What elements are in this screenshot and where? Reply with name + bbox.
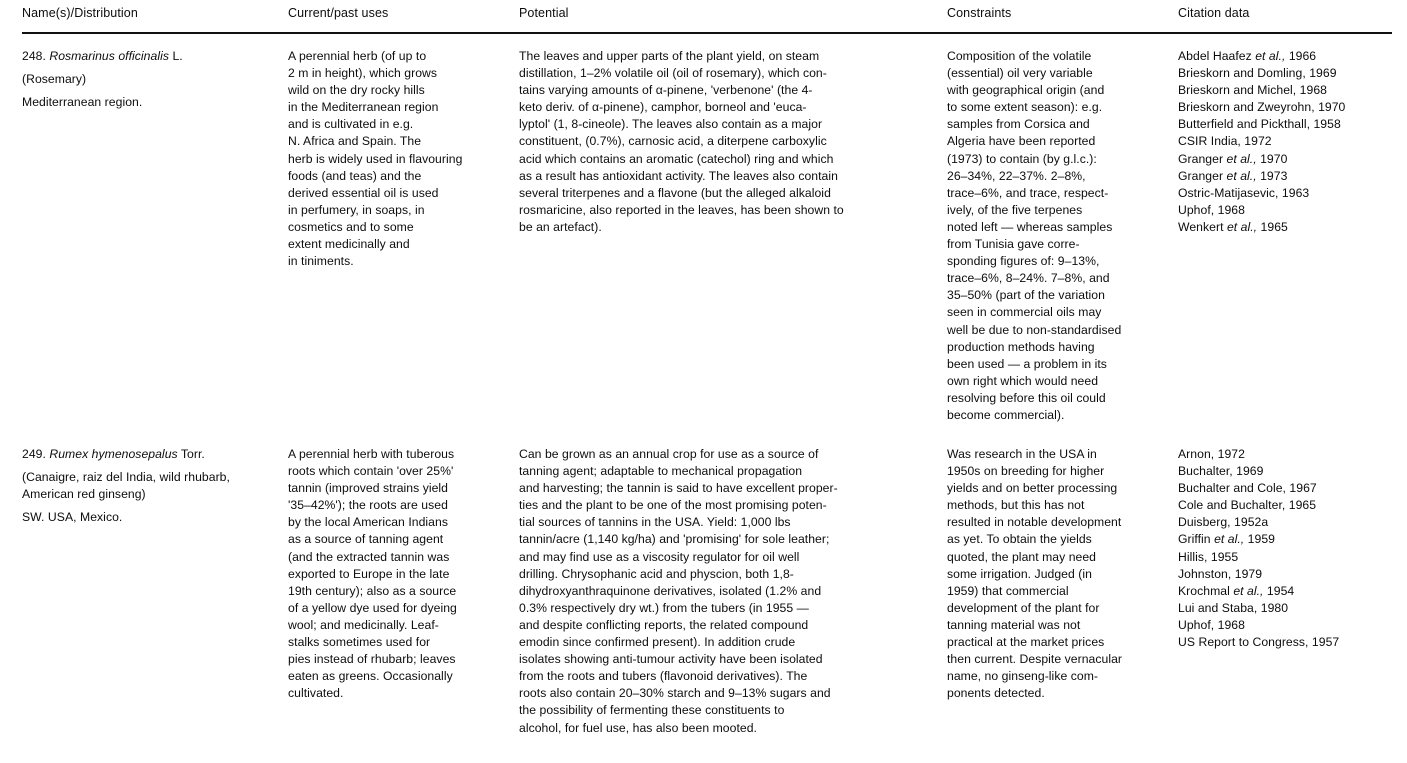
- citation-year: 1970: [1256, 151, 1288, 166]
- citation-item: US Report to Congress, 1957: [1178, 634, 1403, 651]
- common-names: (Canaigre, raiz del India, wild rhubarb,…: [22, 470, 230, 502]
- citation-item: Arnon, 1972: [1178, 446, 1403, 463]
- authority: Torr.: [180, 447, 205, 461]
- citation-author: Duisberg, 1952a: [1178, 515, 1269, 530]
- citation-item: Ostric-Matijasevic, 1963: [1178, 185, 1403, 202]
- common-names: (Rosemary): [22, 72, 87, 87]
- cell-constraints: Was research in the USA in 1950s on bree…: [947, 447, 1123, 701]
- cell-name-distribution: 249. Rumex hymenosepalus Torr. (Canaigre…: [22, 446, 277, 526]
- citation-author: Butterfield and Pickthall, 1958: [1178, 117, 1341, 132]
- citation-item: Butterfield and Pickthall, 1958: [1178, 116, 1403, 133]
- cell-citation-data: Abdel Haafez et al., 1966 Brieskorn and …: [1178, 48, 1403, 236]
- citation-item: Abdel Haafez et al., 1966: [1178, 48, 1403, 65]
- column-header-names-distribution: Name(s)/Distribution: [22, 6, 138, 20]
- citation-item: Krochmal et al., 1954: [1178, 583, 1403, 600]
- citation-author: CSIR India, 1972: [1178, 134, 1272, 149]
- citation-author: Brieskorn and Michel, 1968: [1178, 83, 1327, 98]
- citation-year: 1973: [1256, 168, 1288, 183]
- citation-author: Johnston, 1979: [1178, 566, 1263, 581]
- distribution: Mediterranean region.: [22, 95, 143, 110]
- cell-potential: The leaves and upper parts of the plant …: [519, 49, 844, 234]
- citation-item: Brieskorn and Zweyrohn, 1970: [1178, 99, 1403, 116]
- citation-author: Granger: [1178, 151, 1227, 166]
- citation-author: Griffin: [1178, 532, 1215, 547]
- citation-year: 1966: [1285, 49, 1317, 63]
- citation-item: Granger et al., 1973: [1178, 168, 1403, 185]
- table-header: Name(s)/Distribution Current/past uses P…: [0, 6, 1407, 28]
- column-header-constraints: Constraints: [947, 6, 1012, 20]
- citation-item: Cole and Buchalter, 1965: [1178, 497, 1403, 514]
- citation-author: Lui and Staba, 1980: [1178, 600, 1289, 615]
- citation-item: Granger et al., 1970: [1178, 151, 1403, 168]
- cell-potential: Can be grown as an annual crop for use a…: [519, 447, 838, 735]
- citation-author: Brieskorn and Domling, 1969: [1178, 66, 1337, 81]
- citation-author: Buchalter and Cole, 1967: [1178, 481, 1317, 496]
- citation-item: Lui and Staba, 1980: [1178, 600, 1403, 617]
- citation-item: Uphof, 1968: [1178, 617, 1403, 634]
- species-heading: 249. Rumex hymenosepalus Torr.: [22, 446, 277, 463]
- citation-item: Brieskorn and Domling, 1969: [1178, 65, 1403, 82]
- citation-item: Buchalter, 1969: [1178, 463, 1403, 480]
- entry-number: 248.: [22, 49, 46, 63]
- citation-item: Wenkert et al., 1965: [1178, 219, 1403, 236]
- citation-author: Ostric-Matijasevic, 1963: [1178, 185, 1310, 200]
- citation-item: Griffin et al., 1959: [1178, 531, 1403, 548]
- citation-author: US Report to Congress, 1957: [1178, 635, 1340, 650]
- citation-etal: et al.,: [1226, 168, 1257, 183]
- citation-year: 1954: [1263, 583, 1295, 598]
- citation-author: Brieskorn and Zweyrohn, 1970: [1178, 100, 1346, 115]
- citation-year: 1959: [1244, 532, 1275, 547]
- citation-author: Cole and Buchalter, 1965: [1178, 498, 1317, 513]
- column-header-citation-data: Citation data: [1178, 6, 1250, 20]
- citation-item: Johnston, 1979: [1178, 566, 1403, 583]
- citation-item: Hillis, 1955: [1178, 549, 1403, 566]
- citation-item: Buchalter and Cole, 1967: [1178, 480, 1403, 497]
- distribution: SW. USA, Mexico.: [22, 510, 123, 525]
- citation-item: Duisberg, 1952a: [1178, 514, 1403, 531]
- citation-author: Uphof, 1968: [1178, 617, 1245, 632]
- citation-author: Arnon, 1972: [1178, 447, 1245, 461]
- citation-author: Wenkert: [1178, 219, 1227, 234]
- scientific-name: Rumex hymenosepalus: [49, 447, 178, 461]
- citation-author: Krochmal: [1178, 583, 1234, 598]
- citation-author: Granger: [1178, 168, 1227, 183]
- entry-number: 249.: [22, 447, 46, 461]
- authority: L.: [172, 49, 183, 63]
- cell-current-past-uses: A perennial herb with tuberous roots whi…: [288, 447, 457, 701]
- species-heading: 248. Rosmarinus officinalis L.: [22, 48, 277, 65]
- citation-author: Buchalter, 1969: [1178, 464, 1264, 479]
- citation-item: Uphof, 1968: [1178, 202, 1403, 219]
- citation-etal: et al.,: [1226, 219, 1258, 234]
- citation-etal: et al.,: [1226, 151, 1257, 166]
- citation-item: Brieskorn and Michel, 1968: [1178, 82, 1403, 99]
- citation-etal: et al.,: [1214, 532, 1245, 547]
- citation-year: 1965: [1257, 219, 1288, 234]
- citation-author: Hillis, 1955: [1178, 549, 1239, 564]
- column-header-potential: Potential: [519, 6, 569, 20]
- column-header-current-past-uses: Current/past uses: [288, 6, 389, 20]
- cell-name-distribution: 248. Rosmarinus officinalis L. (Rosemary…: [22, 48, 277, 111]
- cell-citation-data: Arnon, 1972 Buchalter, 1969 Buchalter an…: [1178, 446, 1403, 651]
- scientific-name: Rosmarinus officinalis: [49, 49, 169, 63]
- cell-constraints: Composition of the volatile (essential) …: [947, 49, 1122, 422]
- citation-item: CSIR India, 1972: [1178, 133, 1403, 150]
- citation-author: Uphof, 1968: [1178, 202, 1245, 217]
- citation-etal: et al.,: [1233, 583, 1264, 598]
- cell-current-past-uses: A perennial herb (of up to 2 m in height…: [288, 49, 463, 269]
- citation-author: Abdel Haafez: [1178, 49, 1256, 63]
- header-rule: [22, 32, 1392, 34]
- citation-etal: et al.,: [1255, 49, 1286, 63]
